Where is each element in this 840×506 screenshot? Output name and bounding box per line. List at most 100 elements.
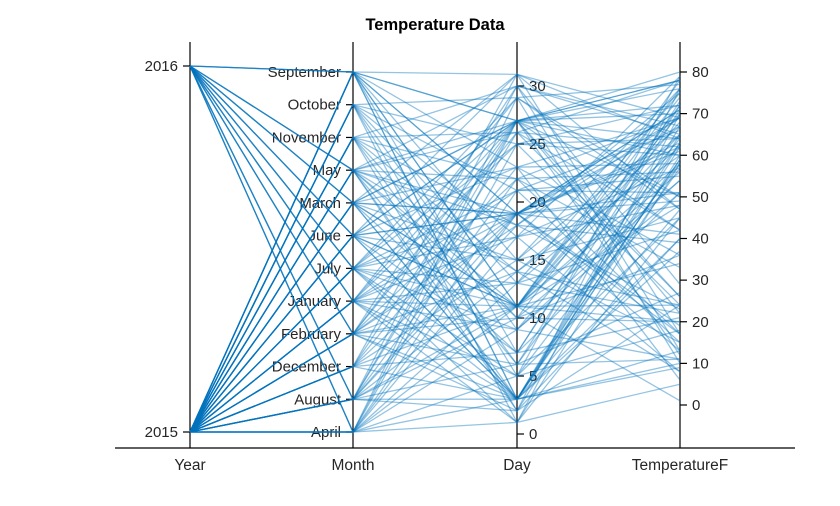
temperature-tick-label: 50 (692, 189, 709, 206)
data-line (189, 70, 681, 433)
data-line (189, 65, 681, 308)
data-line (189, 333, 681, 433)
axis-names-layer: Year Month Day TemperatureF (174, 457, 728, 474)
data-line (190, 217, 681, 433)
data-line (189, 71, 681, 433)
data-line (189, 133, 681, 433)
data-line (189, 65, 681, 433)
data-line (189, 103, 681, 433)
data-line (189, 88, 681, 433)
data-line (190, 143, 681, 433)
month-tick-label: June (308, 228, 341, 245)
month-tick-label: January (288, 293, 342, 310)
chart-title: Temperature Data (365, 16, 505, 34)
axis-label-month: Month (331, 457, 374, 474)
data-line (189, 142, 681, 433)
data-line (190, 189, 681, 433)
axis-label-temperaturef: TemperatureF (632, 457, 728, 474)
data-line (189, 79, 681, 433)
data-line (189, 65, 681, 215)
axes-layer (115, 42, 795, 449)
day-tick-label: 5 (529, 368, 537, 385)
data-line (189, 65, 681, 335)
data-line (189, 103, 681, 433)
data-line (189, 79, 681, 433)
data-line (189, 201, 681, 433)
data-line (189, 259, 681, 433)
data-line (189, 65, 681, 270)
data-line (189, 65, 681, 434)
month-tick-label: July (314, 260, 341, 277)
year-tick-label: 2016 (145, 58, 178, 75)
day-tick-label: 10 (529, 310, 546, 327)
data-line (189, 169, 681, 433)
data-line (189, 65, 681, 270)
data-line (189, 71, 681, 433)
data-line (189, 103, 681, 433)
temperature-tick-label: 20 (692, 314, 709, 331)
data-line (189, 85, 681, 433)
data-line (189, 96, 681, 433)
data-line (189, 133, 681, 433)
data-line (189, 200, 681, 433)
data-line (189, 92, 681, 433)
data-line (189, 300, 681, 433)
data-line (190, 179, 681, 433)
data-line (189, 65, 681, 308)
data-line (189, 65, 681, 400)
data-line (189, 300, 681, 433)
data-line (189, 65, 681, 308)
axis-label-year: Year (174, 457, 205, 474)
data-line (189, 75, 681, 433)
data-line (189, 103, 681, 433)
data-line (189, 202, 681, 433)
day-tick-label: 15 (529, 252, 546, 269)
data-line (190, 229, 681, 433)
data-line (189, 362, 681, 433)
month-tick-label: August (294, 391, 342, 408)
data-line (189, 317, 681, 433)
data-line (189, 65, 681, 335)
data-line (189, 154, 681, 433)
data-line (189, 136, 681, 433)
data-line (189, 65, 681, 401)
data-line (189, 85, 681, 433)
day-tick-label: 30 (529, 78, 546, 95)
data-line (189, 65, 681, 434)
data-line (189, 65, 681, 335)
data-line (189, 70, 681, 433)
data-line (190, 163, 681, 433)
data-line (189, 83, 681, 433)
data-line (189, 73, 681, 433)
data-line (189, 136, 681, 433)
data-line (189, 202, 681, 433)
data-line (189, 65, 681, 308)
data-line (189, 104, 681, 433)
data-line (189, 65, 681, 215)
data-line (189, 65, 681, 237)
data-line (189, 103, 681, 433)
data-line (189, 143, 681, 433)
data-line (189, 131, 681, 433)
data-line (189, 224, 681, 433)
data-line (189, 109, 681, 433)
data-line (189, 304, 681, 433)
day-tick-label: 0 (529, 426, 537, 443)
data-line (189, 104, 681, 433)
data-line (189, 65, 681, 400)
month-tick-label: December (272, 359, 341, 376)
data-line (189, 146, 681, 433)
data-line (189, 169, 681, 433)
data-line (189, 65, 681, 122)
data-line (189, 316, 681, 433)
data-line (189, 154, 681, 433)
data-line (189, 282, 681, 433)
data-line (189, 270, 681, 433)
data-line (189, 117, 681, 433)
data-line (189, 159, 681, 433)
data-line (189, 96, 681, 433)
data-line (189, 166, 681, 433)
data-line (189, 300, 681, 433)
data-line (189, 136, 681, 433)
